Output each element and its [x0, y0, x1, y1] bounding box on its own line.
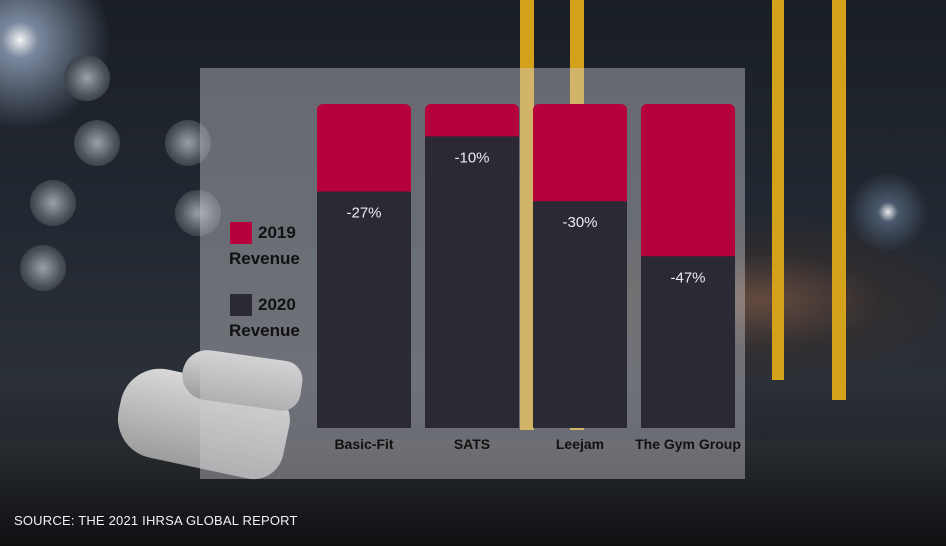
rack-post — [520, 0, 534, 430]
source-note: SOURCE: THE 2021 IHRSA GLOBAL REPORT — [14, 513, 298, 528]
data-label-3: -47% — [670, 269, 705, 286]
legend-2019-line2: Revenue — [229, 249, 300, 268]
bar-2020-3 — [641, 256, 735, 428]
legend-label-2020-line2: Revenue — [229, 319, 300, 342]
legend-2020-line2: Revenue — [229, 321, 300, 340]
rack-post — [772, 0, 784, 380]
bar-2020-1 — [425, 136, 519, 428]
category-label-1: SATS — [454, 436, 490, 452]
legend-2019-line1: 2019 — [258, 223, 296, 242]
legend-label-2019-line2: Revenue — [229, 247, 300, 270]
legend-label-2020: 2020 — [258, 293, 296, 316]
legend-2020-line1: 2020 — [258, 295, 296, 314]
legend-swatch-2019 — [230, 222, 252, 244]
category-label-2: Leejam — [556, 436, 604, 452]
dumbbell — [30, 180, 76, 226]
legend-label-2019: 2019 — [258, 221, 296, 244]
rack-post — [832, 0, 846, 400]
category-label-0: Basic-Fit — [334, 436, 393, 452]
dumbbell — [175, 190, 221, 236]
bar-2020-2 — [533, 201, 627, 428]
dumbbell — [165, 120, 211, 166]
category-label-3: The Gym Group — [635, 436, 741, 452]
dumbbell — [64, 55, 110, 101]
data-label-1: -10% — [454, 149, 489, 166]
dumbbell — [20, 245, 66, 291]
data-label-0: -27% — [346, 204, 381, 221]
dumbbell — [74, 120, 120, 166]
bar-2020-0 — [317, 191, 411, 428]
legend-swatch-2020 — [230, 294, 252, 316]
data-label-2: -30% — [562, 214, 597, 231]
